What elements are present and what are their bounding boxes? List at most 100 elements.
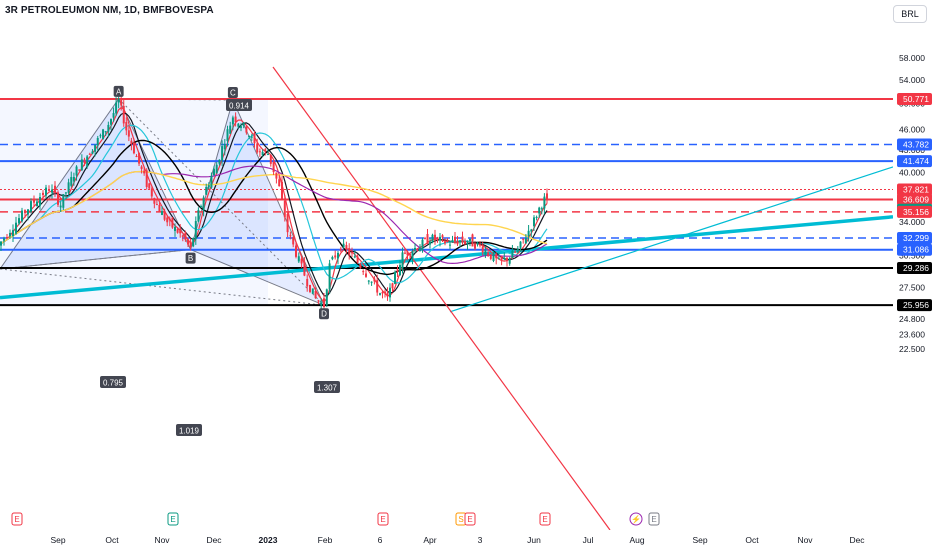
candle-body	[163, 210, 166, 220]
time-tick-label: Sep	[50, 535, 65, 545]
candle-body	[42, 192, 44, 196]
candle-body	[524, 238, 527, 244]
candle-body	[269, 155, 272, 164]
time-tick-label: Apr	[423, 535, 436, 545]
candle-body	[218, 159, 221, 164]
candle-body	[168, 218, 171, 221]
time-tick-label: Dec	[849, 535, 865, 545]
candle-body	[481, 246, 484, 253]
candle-body	[386, 292, 389, 297]
candle-body	[535, 216, 538, 218]
candle-body	[6, 237, 8, 239]
candle-body	[286, 213, 289, 233]
candle-body	[449, 244, 451, 246]
price-level-badge	[897, 299, 932, 312]
candle-body	[67, 182, 70, 193]
ratio-label: 1.307	[317, 384, 338, 393]
candle-body	[54, 185, 56, 193]
candle-body	[197, 209, 200, 222]
candle-body	[117, 98, 120, 103]
candle-body	[500, 256, 503, 260]
candle-body	[200, 206, 202, 208]
candle-body	[166, 217, 169, 223]
candle-body	[21, 210, 23, 222]
pattern-point-badge	[185, 252, 196, 264]
candle-body	[399, 265, 401, 276]
price-level-label: 36.609	[903, 194, 929, 204]
candle-body	[122, 105, 125, 124]
price-level-label: 29.286	[903, 263, 929, 273]
candle-body	[258, 151, 261, 153]
candle-body	[345, 245, 348, 249]
candle-body	[540, 208, 543, 210]
ratio-label: 0.914	[229, 102, 250, 111]
candle-body	[461, 236, 464, 243]
candle-body	[436, 237, 439, 239]
candle-body	[110, 119, 112, 125]
candle-body	[292, 237, 295, 245]
time-tick-label: 6	[378, 535, 383, 545]
price-level-label: 32.299	[903, 233, 929, 243]
candle-body	[484, 250, 487, 255]
candle-body	[421, 239, 424, 251]
candle-body	[356, 256, 359, 263]
time-tick-label: Nov	[154, 535, 170, 545]
candle-body	[414, 247, 416, 251]
price-level-label: 31.086	[903, 245, 929, 255]
candle-body	[278, 179, 281, 187]
candle-body	[194, 221, 197, 240]
event-label: E	[651, 515, 656, 524]
currency-button[interactable]: BRL	[893, 5, 927, 23]
time-tick-label: Jul	[583, 535, 594, 545]
candle-body	[503, 257, 506, 259]
candle-body	[59, 205, 62, 208]
candle-body	[240, 126, 242, 128]
time-axis-bg	[0, 530, 932, 550]
candle-body	[70, 177, 73, 186]
candle-body	[112, 113, 115, 118]
candle-body	[245, 126, 248, 133]
candle-body	[264, 149, 267, 151]
candle-body	[328, 263, 331, 290]
candle-body	[543, 196, 546, 209]
candle-body	[476, 242, 479, 245]
candle-body	[351, 251, 353, 254]
candle-body	[389, 287, 391, 298]
candle-body	[207, 185, 210, 188]
candle-body	[153, 198, 156, 204]
candle-body	[281, 181, 283, 200]
event-label: E	[14, 515, 19, 524]
price-level-label: 43.782	[903, 140, 929, 150]
candle-body	[434, 234, 436, 241]
price-level-label: 50.771	[903, 94, 929, 104]
candle-body	[158, 205, 161, 212]
event-label: E	[380, 515, 385, 524]
candle-body	[365, 273, 367, 277]
event-badge	[648, 512, 660, 526]
candle-body	[72, 176, 75, 182]
candle-body	[267, 154, 269, 156]
candle-body	[309, 284, 311, 292]
candle-body	[120, 98, 123, 106]
price-level-label: 35.156	[903, 207, 929, 217]
event-label: E	[467, 515, 472, 524]
candle-body	[283, 200, 286, 218]
candle-body	[125, 121, 128, 131]
candle-body	[27, 209, 29, 215]
candle-body	[359, 264, 362, 268]
candle-body	[210, 175, 213, 188]
candle-body	[489, 254, 492, 259]
candle-body	[48, 189, 50, 191]
candle-body	[446, 239, 449, 242]
candle-body	[256, 143, 259, 153]
candle-body	[181, 235, 184, 237]
candle-body	[107, 124, 110, 132]
candle-body	[51, 189, 53, 193]
time-tick-label: Dec	[206, 535, 222, 545]
candle-body	[533, 217, 535, 227]
candle-body	[213, 168, 215, 176]
candle-body	[409, 253, 411, 256]
candle-body	[311, 288, 314, 294]
